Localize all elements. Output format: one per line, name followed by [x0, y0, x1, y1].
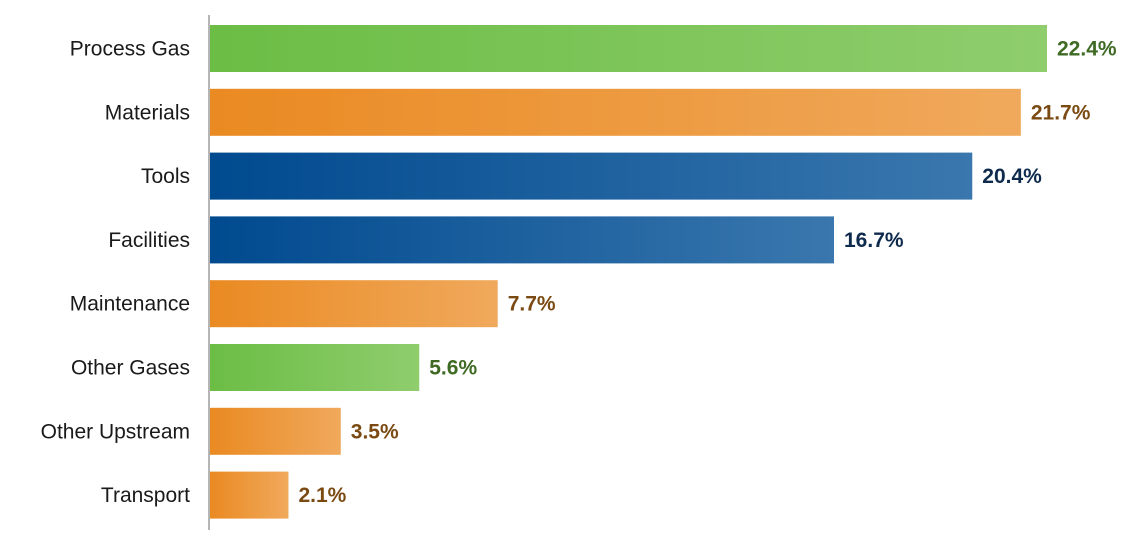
category-label: Process Gas: [70, 38, 190, 61]
data-label: 20.4%: [982, 165, 1042, 188]
data-label: 7.7%: [508, 293, 556, 316]
category-label: Other Upstream: [41, 420, 190, 443]
data-label: 2.1%: [298, 484, 346, 507]
data-label: 21.7%: [1031, 101, 1091, 124]
bar-process-gas: [210, 25, 1047, 72]
bar-other-gases: [210, 344, 420, 391]
bar-maintenance: [210, 280, 498, 328]
data-label: 3.5%: [351, 420, 399, 443]
category-label: Other Gases: [71, 357, 190, 380]
data-label: 5.6%: [429, 357, 477, 380]
data-label: 22.4%: [1057, 38, 1117, 61]
category-label: Tools: [141, 165, 190, 188]
category-label: Materials: [105, 101, 190, 124]
category-label: Maintenance: [70, 293, 190, 316]
bar-tools: [210, 152, 973, 200]
bar-facilities: [210, 216, 835, 264]
category-label: Transport: [101, 484, 190, 507]
category-label: Facilities: [108, 229, 190, 252]
bar-other-upstream: [210, 407, 341, 455]
data-label: 16.7%: [844, 229, 904, 252]
bar-materials: [210, 88, 1021, 136]
bar-transport: [210, 471, 289, 519]
